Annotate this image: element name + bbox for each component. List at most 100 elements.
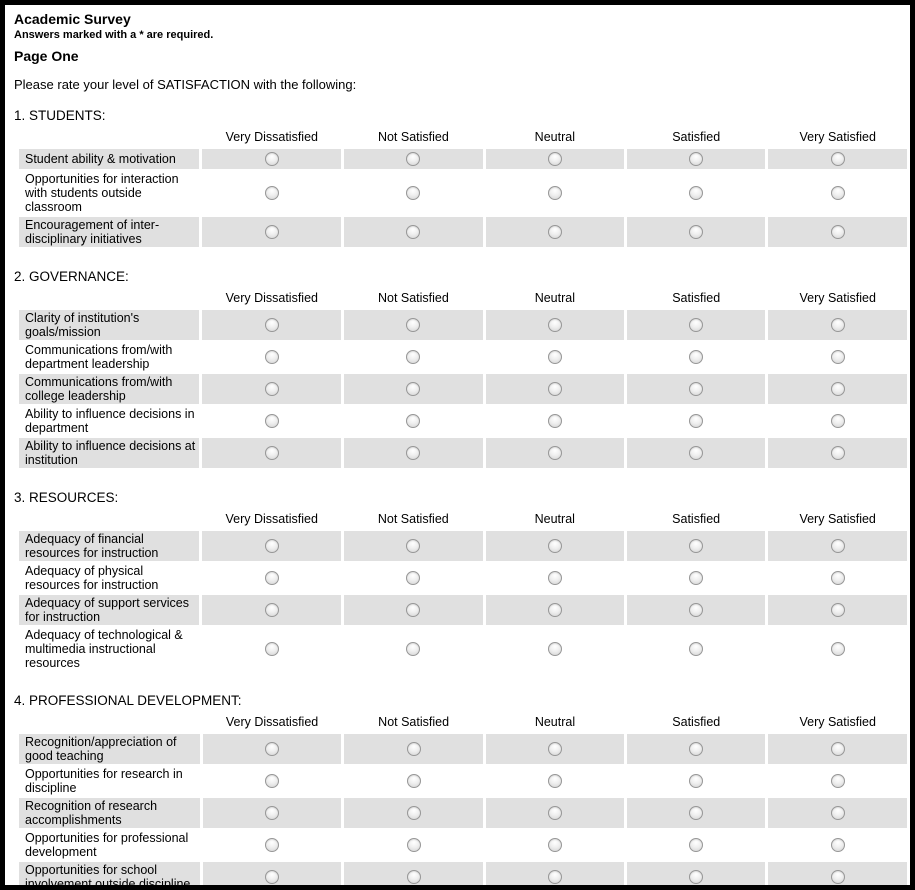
radio-cell[interactable] (202, 310, 342, 340)
radio-button[interactable] (265, 869, 280, 884)
radio-button[interactable] (406, 773, 421, 788)
radio-button[interactable] (547, 869, 562, 884)
radio-button[interactable] (264, 570, 279, 585)
radio-button[interactable] (406, 741, 421, 756)
radio-cell[interactable] (768, 406, 907, 436)
radio-cell[interactable] (202, 627, 341, 671)
radio-cell[interactable] (344, 374, 483, 404)
radio-cell[interactable] (768, 766, 907, 796)
radio-cell[interactable] (485, 734, 625, 764)
radio-cell[interactable] (627, 563, 765, 593)
radio-button[interactable] (264, 538, 279, 553)
radio-button[interactable] (264, 224, 279, 239)
radio-cell[interactable] (627, 406, 765, 436)
radio-cell[interactable] (344, 310, 483, 340)
radio-cell[interactable] (486, 766, 624, 796)
radio-button[interactable] (547, 185, 562, 200)
radio-button[interactable] (406, 349, 421, 364)
radio-cell[interactable] (344, 595, 483, 625)
radio-cell[interactable] (344, 406, 483, 436)
radio-button[interactable] (689, 185, 704, 200)
radio-cell[interactable] (202, 342, 341, 372)
radio-button[interactable] (689, 602, 704, 617)
radio-cell[interactable] (202, 374, 342, 404)
radio-button[interactable] (830, 413, 845, 428)
radio-button[interactable] (406, 151, 421, 166)
radio-cell[interactable] (627, 310, 766, 340)
radio-button[interactable] (830, 151, 845, 166)
radio-cell[interactable] (202, 595, 342, 625)
radio-button[interactable] (265, 773, 280, 788)
radio-cell[interactable] (627, 438, 766, 468)
radio-cell[interactable] (202, 406, 341, 436)
radio-cell[interactable] (627, 171, 765, 215)
radio-cell[interactable] (202, 149, 342, 169)
radio-button[interactable] (406, 445, 421, 460)
radio-button[interactable] (264, 445, 279, 460)
radio-button[interactable] (406, 570, 421, 585)
radio-cell[interactable] (626, 595, 766, 625)
radio-cell[interactable] (768, 563, 907, 593)
radio-button[interactable] (547, 381, 562, 396)
radio-cell[interactable] (202, 734, 342, 764)
radio-button[interactable] (406, 317, 421, 332)
radio-button[interactable] (547, 349, 562, 364)
radio-cell[interactable] (344, 342, 483, 372)
radio-cell[interactable] (344, 798, 483, 828)
radio-button[interactable] (406, 869, 421, 884)
radio-button[interactable] (689, 837, 704, 852)
radio-button[interactable] (406, 641, 421, 656)
radio-button[interactable] (406, 805, 421, 820)
radio-button[interactable] (830, 837, 845, 852)
radio-button[interactable] (689, 869, 704, 884)
radio-button[interactable] (264, 602, 279, 617)
radio-button[interactable] (830, 602, 845, 617)
radio-button[interactable] (830, 445, 845, 460)
radio-cell[interactable] (485, 217, 624, 247)
radio-cell[interactable] (344, 627, 483, 671)
radio-button[interactable] (547, 773, 562, 788)
radio-cell[interactable] (768, 310, 907, 340)
radio-button[interactable] (689, 641, 704, 656)
radio-cell[interactable] (626, 217, 766, 247)
radio-cell[interactable] (486, 627, 624, 671)
radio-button[interactable] (830, 773, 845, 788)
radio-button[interactable] (264, 349, 279, 364)
radio-button[interactable] (547, 641, 562, 656)
radio-cell[interactable] (344, 862, 483, 885)
radio-button[interactable] (547, 224, 562, 239)
radio-cell[interactable] (626, 149, 766, 169)
radio-button[interactable] (264, 185, 279, 200)
radio-button[interactable] (547, 837, 562, 852)
radio-cell[interactable] (627, 374, 766, 404)
radio-cell[interactable] (627, 798, 766, 828)
radio-button[interactable] (406, 185, 421, 200)
radio-cell[interactable] (768, 342, 907, 372)
radio-button[interactable] (830, 381, 845, 396)
radio-cell[interactable] (485, 862, 625, 885)
radio-button[interactable] (406, 381, 421, 396)
radio-cell[interactable] (344, 734, 483, 764)
radio-cell[interactable] (768, 798, 907, 828)
radio-button[interactable] (689, 349, 704, 364)
radio-cell[interactable] (768, 734, 907, 764)
radio-cell[interactable] (485, 438, 624, 468)
radio-cell[interactable] (202, 438, 342, 468)
radio-cell[interactable] (486, 830, 624, 860)
radio-cell[interactable] (486, 342, 624, 372)
radio-button[interactable] (830, 869, 845, 884)
radio-cell[interactable] (627, 734, 766, 764)
radio-cell[interactable] (202, 563, 341, 593)
radio-button[interactable] (406, 837, 421, 852)
radio-cell[interactable] (344, 149, 483, 169)
radio-cell[interactable] (202, 217, 342, 247)
radio-button[interactable] (830, 317, 845, 332)
radio-cell[interactable] (344, 171, 483, 215)
radio-button[interactable] (547, 413, 562, 428)
radio-cell[interactable] (344, 563, 483, 593)
radio-cell[interactable] (202, 862, 342, 885)
radio-button[interactable] (689, 317, 704, 332)
radio-button[interactable] (689, 151, 704, 166)
radio-cell[interactable] (485, 798, 625, 828)
radio-cell[interactable] (768, 531, 907, 561)
